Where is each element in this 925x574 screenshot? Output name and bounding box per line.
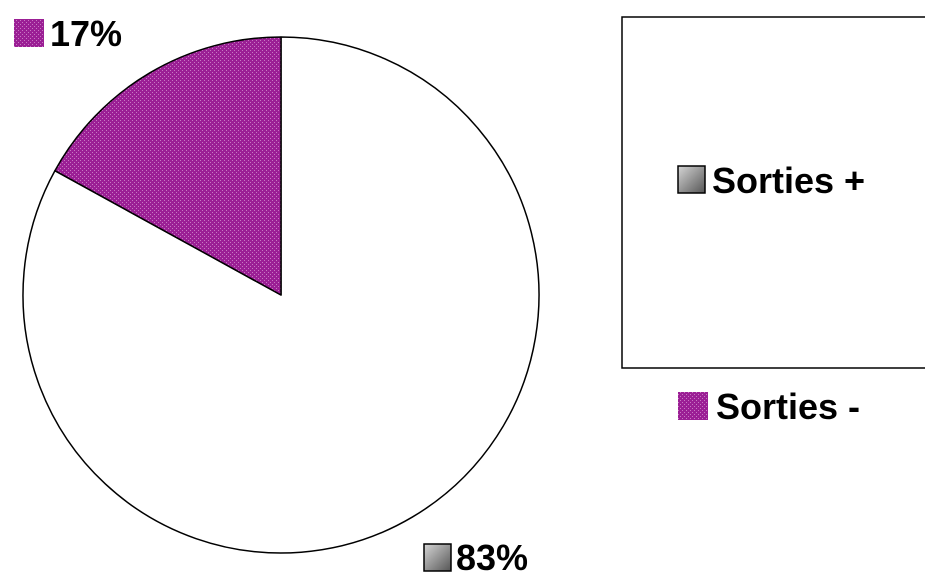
data-label-sorties-plus: 83% xyxy=(423,537,528,574)
data-label-text-sorties-minus: 17% xyxy=(50,13,122,54)
legend: Sorties + Sorties - xyxy=(621,16,925,427)
legend-label-sorties-plus: Sorties + xyxy=(712,160,865,201)
legend-item-sorties-minus: Sorties - xyxy=(678,386,860,427)
legend-swatch-sorties-minus xyxy=(678,392,708,420)
legend-swatch-sorties-plus xyxy=(677,165,706,194)
legend-label-sorties-minus: Sorties - xyxy=(716,386,860,427)
data-label-swatch-sorties-plus xyxy=(423,543,452,572)
legend-box xyxy=(621,16,925,369)
legend-item-sorties-plus: Sorties + xyxy=(677,160,865,201)
pie-slice-sorties-minus xyxy=(54,36,282,296)
data-label-text-sorties-plus: 83% xyxy=(456,537,528,574)
data-label-sorties-minus: 17% xyxy=(14,13,122,54)
data-label-swatch-sorties-minus xyxy=(14,19,44,47)
pie-slices xyxy=(22,36,540,554)
